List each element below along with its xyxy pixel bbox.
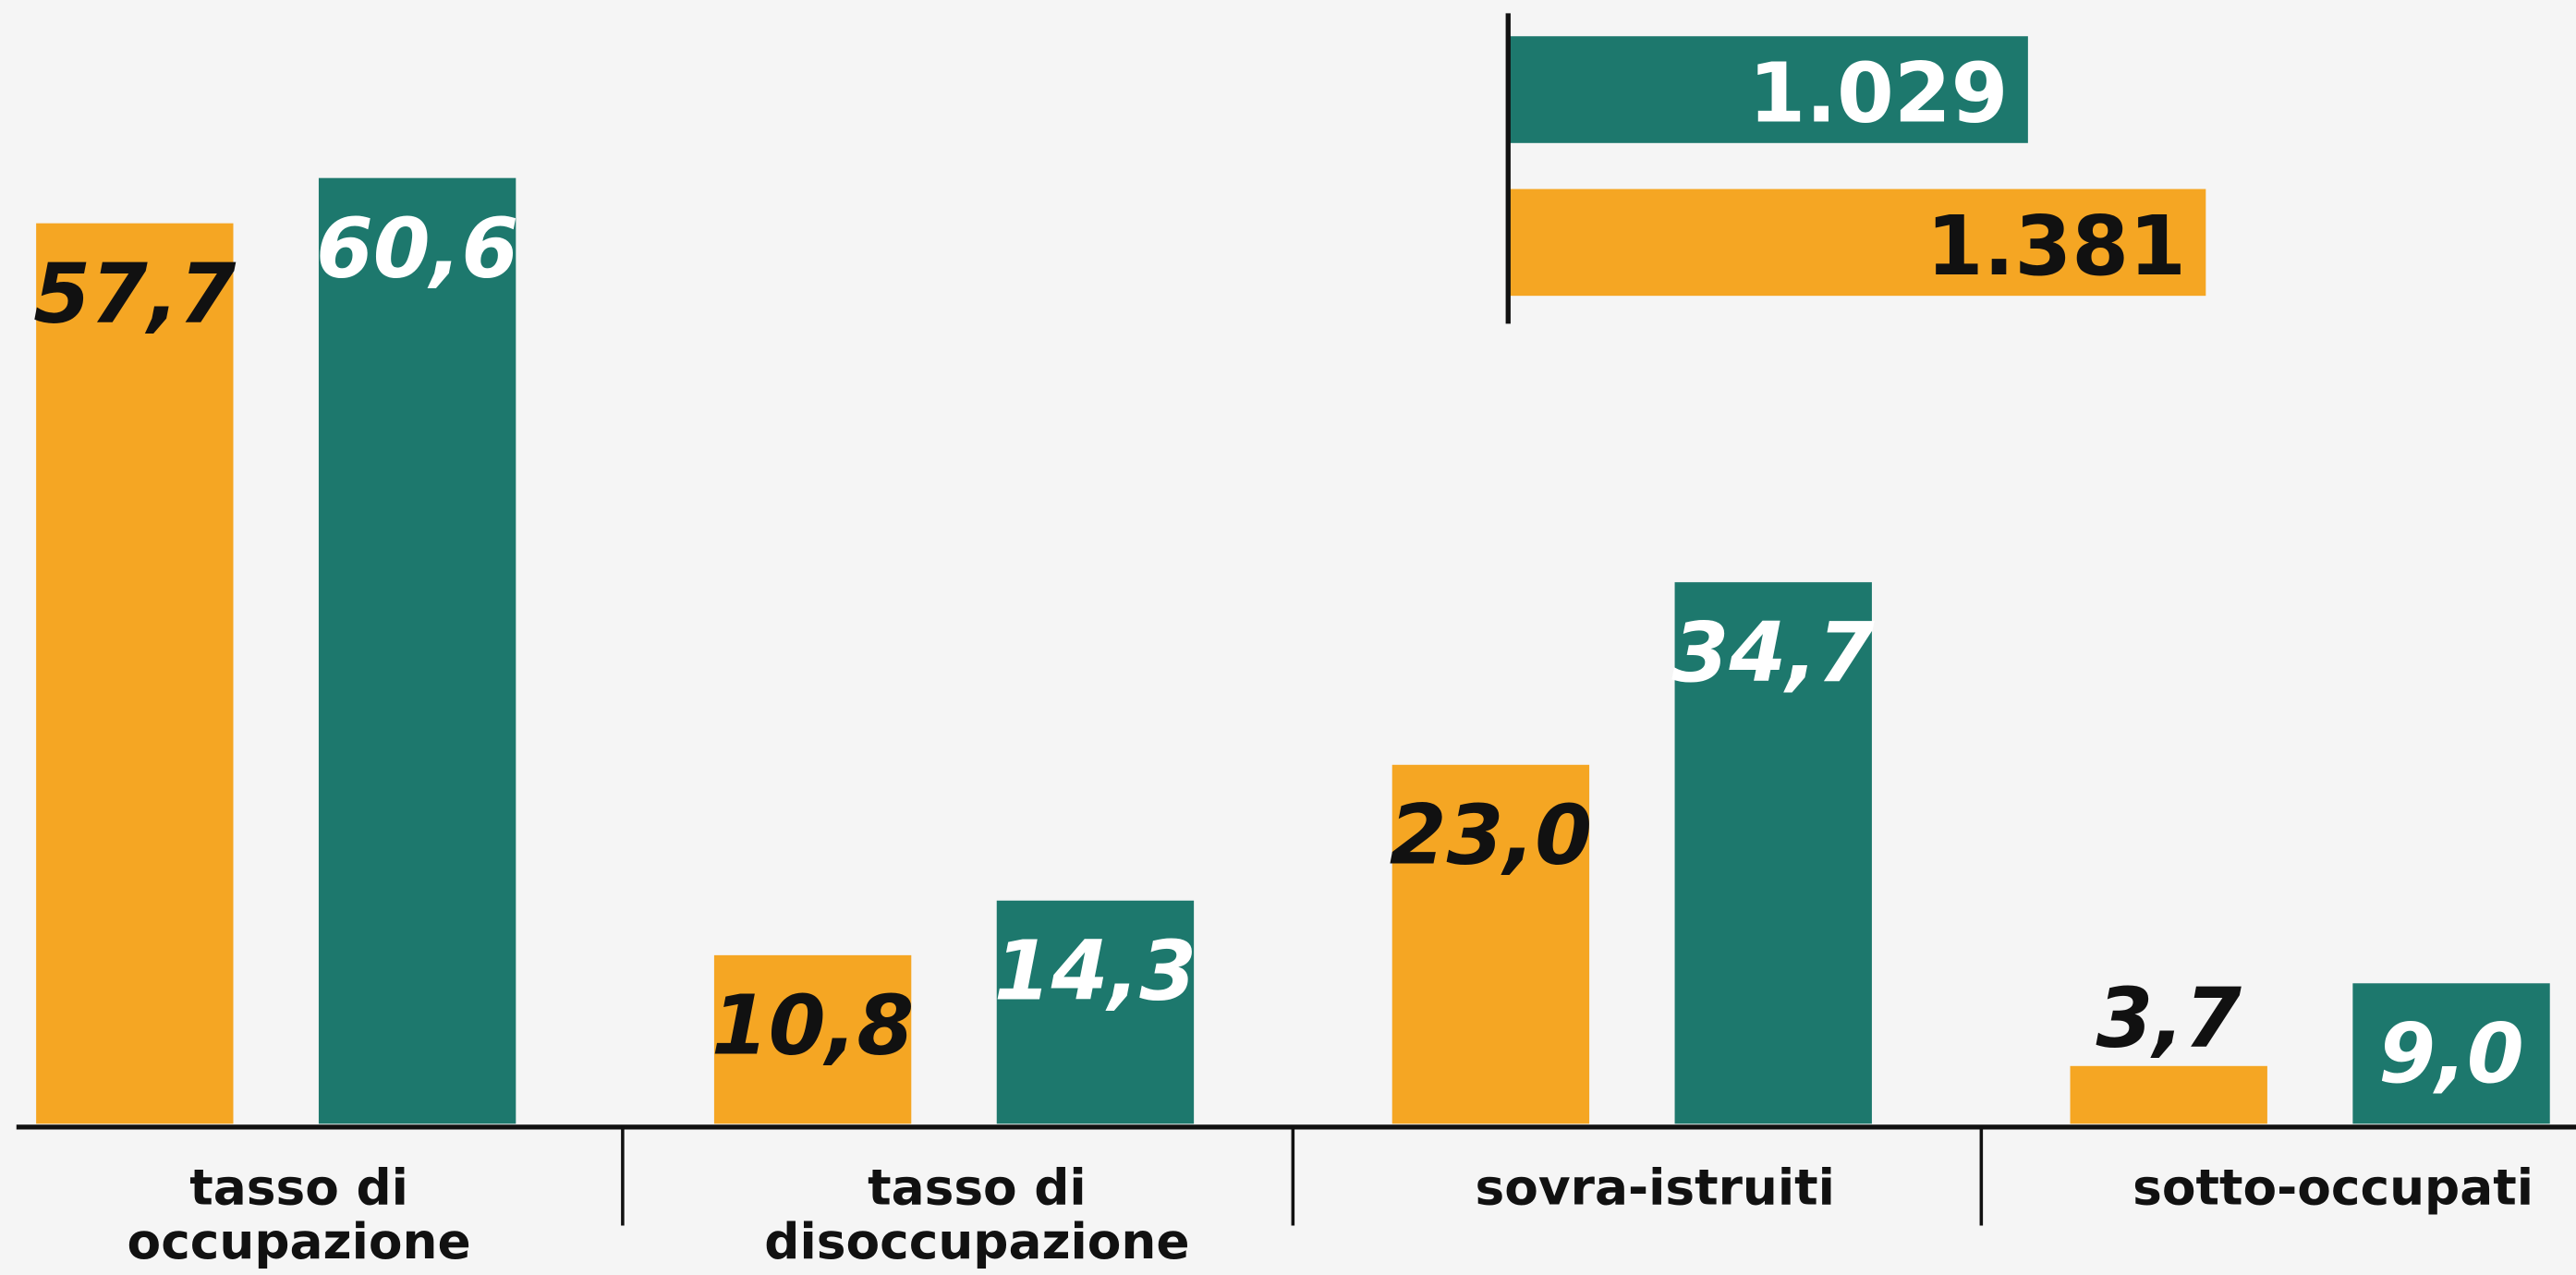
value-label: 9,0 <box>2378 1005 2523 1101</box>
x-tick-label: tasso di occupazione <box>128 1158 471 1270</box>
bar <box>36 223 234 1124</box>
value-label: 34,7 <box>1672 604 1875 700</box>
bar <box>318 177 516 1124</box>
bar <box>996 900 1195 1124</box>
value-label: 60,6 <box>316 200 518 296</box>
bar <box>1391 764 1590 1124</box>
value-label: 3,7 <box>2096 969 2242 1065</box>
x-tick-label: sovra-istruiti <box>1476 1158 1835 1216</box>
value-label: 1.381 <box>1926 198 2186 294</box>
bar <box>1674 582 1872 1124</box>
bar <box>713 954 912 1124</box>
value-label: 57,7 <box>33 245 236 341</box>
x-tick-label: sotto-occupati <box>2132 1158 2533 1216</box>
bar <box>1508 36 2028 143</box>
bar <box>2352 983 2550 1124</box>
value-label: 14,3 <box>994 922 1197 1018</box>
value-label: 10,8 <box>711 978 914 1074</box>
value-label: 1.029 <box>1748 45 2008 141</box>
value-label: 23,0 <box>1390 786 1592 882</box>
x-tick-label: tasso di disoccupazione <box>764 1158 1189 1270</box>
bar <box>2070 1065 2267 1124</box>
bar <box>1508 188 2206 297</box>
